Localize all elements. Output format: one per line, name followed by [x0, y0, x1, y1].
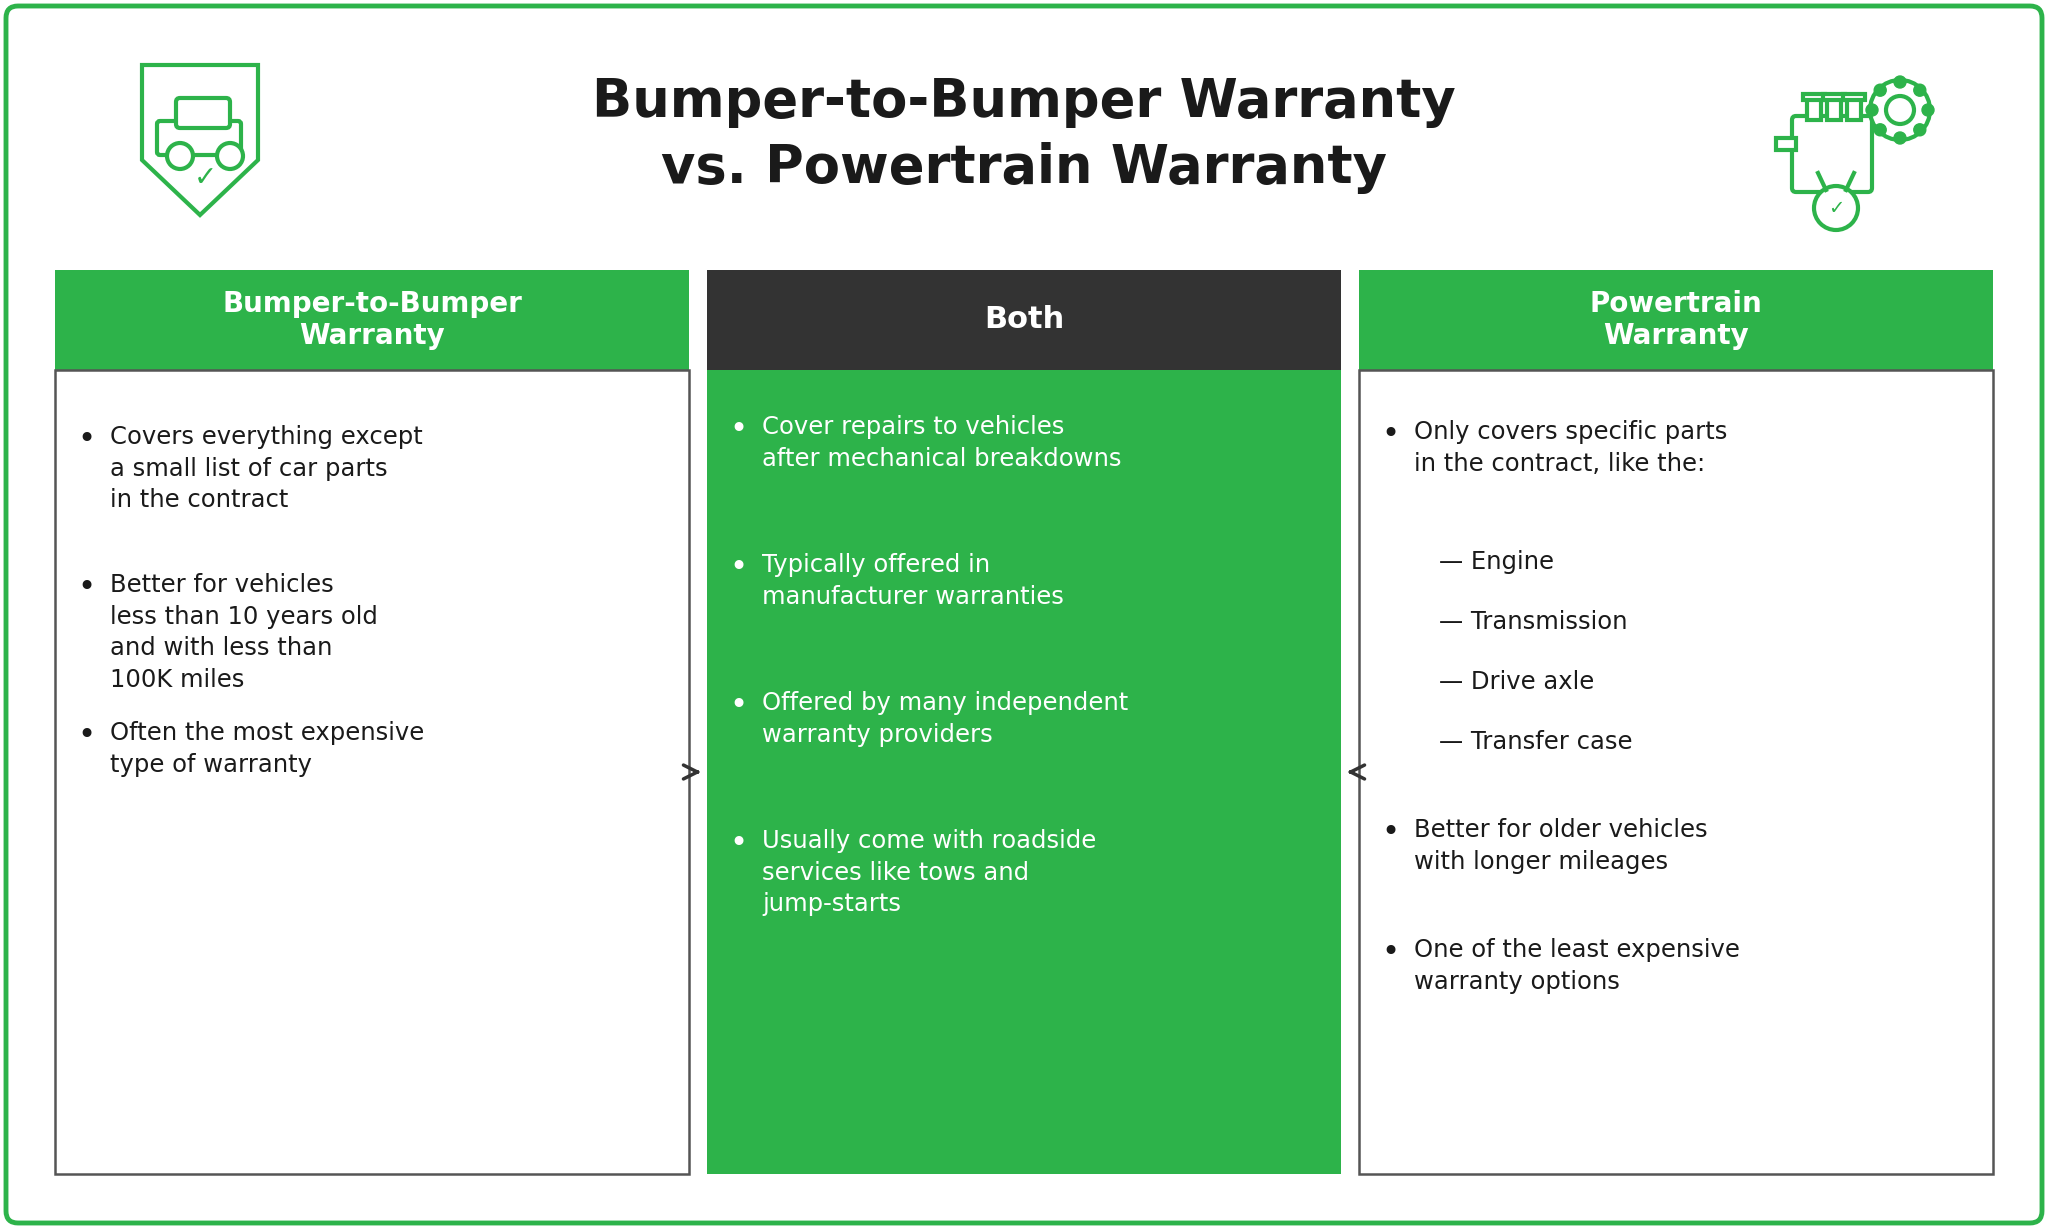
Text: One of the least expensive
warranty options: One of the least expensive warranty opti… — [1413, 938, 1741, 993]
Text: Better for older vehicles
with longer mileages: Better for older vehicles with longer mi… — [1413, 819, 1708, 874]
FancyBboxPatch shape — [707, 370, 1341, 1174]
Circle shape — [1913, 85, 1925, 96]
Text: ✓: ✓ — [193, 163, 217, 192]
Text: ✓: ✓ — [1827, 199, 1843, 218]
Text: •: • — [78, 721, 94, 750]
Text: Better for vehicles
less than 10 years old
and with less than
100K miles: Better for vehicles less than 10 years o… — [111, 573, 379, 692]
Text: — Transmission: — Transmission — [1440, 610, 1628, 634]
Text: •: • — [1380, 420, 1399, 449]
Text: •: • — [729, 691, 748, 720]
Circle shape — [1913, 124, 1925, 135]
Text: •: • — [1380, 938, 1399, 967]
Circle shape — [1866, 104, 1878, 116]
Circle shape — [1921, 104, 1933, 116]
FancyBboxPatch shape — [55, 370, 688, 1174]
Bar — [1823, 93, 1845, 100]
Text: Often the most expensive
type of warranty: Often the most expensive type of warrant… — [111, 721, 424, 777]
Circle shape — [168, 143, 193, 170]
Text: Only covers specific parts
in the contract, like the:: Only covers specific parts in the contra… — [1413, 420, 1726, 476]
Text: •: • — [729, 553, 748, 583]
Bar — [1802, 93, 1825, 100]
Text: Bumper-to-Bumper Warranty
vs. Powertrain Warranty: Bumper-to-Bumper Warranty vs. Powertrain… — [592, 76, 1456, 194]
FancyBboxPatch shape — [6, 6, 2042, 1223]
Circle shape — [1874, 124, 1886, 135]
Circle shape — [1815, 186, 1858, 230]
Text: Offered by many independent
warranty providers: Offered by many independent warranty pro… — [762, 691, 1128, 746]
Text: Both: Both — [983, 306, 1065, 334]
Text: •: • — [729, 830, 748, 858]
Text: Covers everything except
a small list of car parts
in the contract: Covers everything except a small list of… — [111, 425, 422, 512]
Text: •: • — [1380, 819, 1399, 847]
FancyBboxPatch shape — [1360, 370, 1993, 1174]
Circle shape — [1894, 76, 1907, 88]
Bar — [1847, 98, 1862, 120]
FancyBboxPatch shape — [1360, 270, 1993, 370]
Circle shape — [1874, 85, 1886, 96]
Circle shape — [1870, 80, 1929, 140]
FancyBboxPatch shape — [1792, 116, 1872, 192]
Text: •: • — [78, 425, 94, 454]
Circle shape — [217, 143, 244, 170]
Text: •: • — [78, 573, 94, 602]
Text: Bumper-to-Bumper
Warranty: Bumper-to-Bumper Warranty — [221, 290, 522, 350]
Bar — [1827, 98, 1841, 120]
Text: Typically offered in
manufacturer warranties: Typically offered in manufacturer warran… — [762, 553, 1063, 608]
Bar — [1843, 93, 1866, 100]
FancyBboxPatch shape — [176, 98, 229, 128]
Circle shape — [1894, 132, 1907, 144]
Text: Powertrain
Warranty: Powertrain Warranty — [1589, 290, 1763, 350]
Circle shape — [1886, 96, 1915, 124]
Bar — [1776, 138, 1796, 150]
Polygon shape — [141, 65, 258, 215]
FancyBboxPatch shape — [158, 120, 242, 155]
FancyBboxPatch shape — [707, 270, 1341, 370]
Text: — Transfer case: — Transfer case — [1440, 730, 1632, 755]
Bar — [1806, 98, 1821, 120]
Text: — Drive axle: — Drive axle — [1440, 670, 1593, 694]
Text: — Engine: — Engine — [1440, 551, 1554, 574]
Text: Usually come with roadside
services like tows and
jump-starts: Usually come with roadside services like… — [762, 830, 1096, 916]
FancyBboxPatch shape — [55, 270, 688, 370]
Text: Cover repairs to vehicles
after mechanical breakdowns: Cover repairs to vehicles after mechanic… — [762, 415, 1122, 471]
Text: •: • — [729, 415, 748, 444]
